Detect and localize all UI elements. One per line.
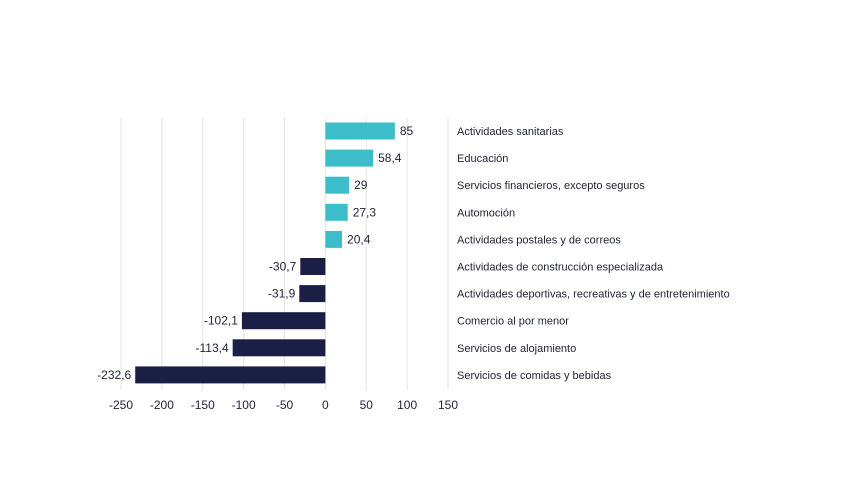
- bar: [325, 122, 395, 140]
- value-label: 29: [354, 178, 368, 192]
- bar: [300, 258, 326, 275]
- category-label: Automoción: [457, 207, 515, 219]
- value-label: -102,1: [204, 314, 238, 328]
- x-tick-label: 100: [397, 398, 417, 412]
- value-label: 20,4: [347, 232, 371, 246]
- bar: [135, 366, 326, 384]
- x-tick-label: -200: [150, 398, 174, 412]
- value-label: -232,6: [97, 368, 131, 382]
- bar: [232, 339, 326, 357]
- bar: [241, 312, 326, 330]
- category-label: Actividades de construcción especializad…: [457, 262, 664, 274]
- bar: [325, 176, 350, 194]
- category-label: Actividades postales y de correos: [457, 234, 621, 246]
- x-tick-label: -100: [232, 398, 256, 412]
- x-tick-label: -150: [191, 398, 215, 412]
- value-label: -113,4: [196, 341, 229, 355]
- category-label: Servicios financieros, excepto seguros: [457, 180, 645, 192]
- category-label: Servicios de comidas y bebidas: [457, 370, 612, 382]
- value-labels: 85 58,4 29 27,3 20,4 -30,7 -31,9 -102,1 -113,4 -2…: [97, 124, 413, 382]
- category-label: Actividades deportivas, recreativas y de…: [457, 289, 730, 301]
- x-tick-label: 150: [438, 398, 458, 412]
- x-tick-label: -250: [109, 398, 133, 412]
- value-label: -31,9: [268, 287, 296, 301]
- category-label: Actividades sanitarias: [457, 126, 564, 138]
- bar: [299, 285, 326, 303]
- value-label: 85: [400, 124, 414, 138]
- category-label: Educación: [457, 153, 508, 165]
- x-tick-label: -50: [276, 398, 294, 412]
- category-labels: Actividades sanitarias Educación Servicios…: [457, 126, 730, 382]
- x-tick-label: 50: [360, 398, 374, 412]
- value-label: 58,4: [378, 151, 402, 165]
- value-label: -30,7: [269, 260, 297, 274]
- category-label: Comercio al por menor: [457, 316, 569, 328]
- bars: [135, 122, 395, 384]
- bar: [325, 149, 374, 167]
- x-axis-ticks: -250 -200 -150 -100 -50 0 50 100 150: [109, 398, 458, 412]
- category-label: Servicios de alojamiento: [457, 343, 576, 355]
- bar: [325, 203, 348, 221]
- x-tick-label: 0: [322, 398, 329, 412]
- bar: [325, 230, 343, 248]
- value-label: 27,3: [353, 205, 377, 219]
